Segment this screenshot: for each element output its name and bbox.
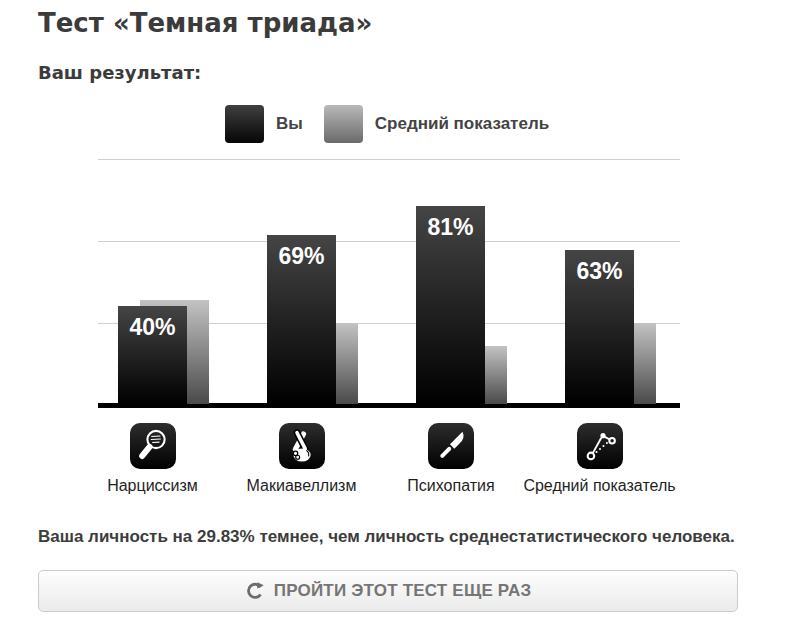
crossed-fingers-icon — [279, 423, 325, 469]
bar-value-label: 81% — [416, 206, 485, 241]
result-text: Ваша личность на 29.83% темнее, чем личн… — [38, 527, 735, 547]
connected-dots-icon — [577, 423, 623, 469]
bar-you-4: 63% — [565, 250, 634, 404]
bar-you-3: 81% — [416, 206, 485, 404]
bar-value-label: 69% — [267, 235, 336, 270]
gridline — [98, 159, 680, 160]
category-label: Средний показатель — [510, 477, 690, 495]
bar-value-label: 63% — [565, 250, 634, 285]
retry-button-label: ПРОЙТИ ЭТОТ ТЕСТ ЕЩЕ РАЗ — [274, 581, 531, 601]
bar-you-2: 69% — [267, 235, 336, 404]
refresh-icon — [245, 581, 265, 601]
bar-value-label: 40% — [118, 306, 187, 341]
retry-button[interactable]: ПРОЙТИ ЭТОТ ТЕСТ ЕЩЕ РАЗ — [38, 570, 738, 612]
page: Тест «Темная триада» Ваш результат: Вы С… — [0, 0, 793, 624]
gridline — [98, 241, 680, 242]
bar-you-1: 40% — [118, 306, 187, 404]
mirror-icon — [130, 423, 176, 469]
knife-icon — [428, 423, 474, 469]
